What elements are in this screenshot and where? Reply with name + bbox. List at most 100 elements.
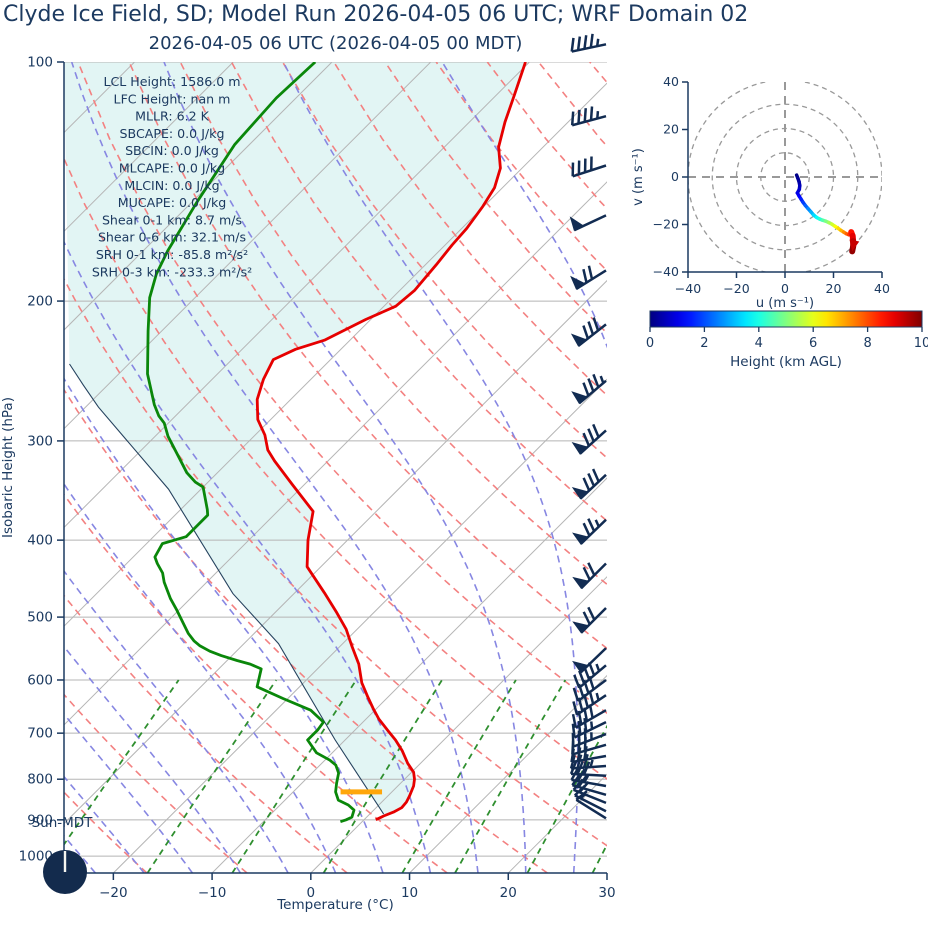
- dry-adiabat-line: [897, 62, 928, 873]
- x-tick-label: −10: [198, 885, 227, 901]
- barb-full: [588, 690, 595, 705]
- y-tick-label: 700: [27, 726, 53, 742]
- hodograph-trace: [794, 173, 860, 255]
- mixing-ratio-line: [454, 679, 567, 873]
- dry-adiabat-line: [486, 62, 607, 210]
- barb-staff: [575, 709, 607, 729]
- barb-full: [587, 518, 596, 532]
- barb-half: [599, 375, 605, 384]
- y-tick-label: 200: [27, 294, 53, 310]
- hodo-ticks: −40 −40 −20 −20 0 0 20 20 40 40: [653, 74, 890, 296]
- barb-half: [596, 111, 600, 119]
- hodo-y-axis-title: v (m s⁻¹): [631, 148, 646, 206]
- height-colorbar: 0 2 4 6 8 10 Height (km AGL): [646, 310, 928, 370]
- mixing-ratio-line: [591, 842, 607, 873]
- dry-adiabat-line: [77, 62, 607, 715]
- barb-full: [583, 158, 587, 173]
- barb-half: [590, 721, 594, 730]
- wind-barb: [571, 423, 607, 455]
- barb-full: [587, 606, 596, 621]
- barb-full: [576, 760, 584, 775]
- barb-full: [592, 317, 600, 331]
- isotherm-line: [409, 674, 607, 873]
- barb-pennant: [571, 441, 589, 455]
- barb-pennant: [570, 333, 588, 347]
- wind-barb: [572, 690, 607, 716]
- wind-barb: [572, 647, 607, 674]
- stat-line: MLCIN: 0.0 J/kg: [124, 178, 219, 193]
- barb-staff: [575, 798, 607, 820]
- wind-barb: [569, 214, 607, 232]
- barb-half: [583, 775, 590, 783]
- barb-full: [589, 106, 594, 121]
- barb-full: [576, 747, 582, 762]
- trace-arrowhead: [849, 239, 860, 252]
- barb-full: [590, 156, 593, 171]
- barb-pennant: [572, 621, 590, 634]
- wind-barb: [571, 373, 607, 405]
- mixing-ratio-line: [322, 679, 443, 873]
- barb-full: [582, 382, 590, 397]
- barb-full: [583, 108, 587, 122]
- barb-full: [571, 723, 576, 738]
- barb-full: [577, 109, 581, 124]
- barb-full: [582, 753, 589, 768]
- barb-full: [570, 767, 580, 781]
- shaded-region: [64, 62, 526, 820]
- isotherm-line: [64, 82, 607, 627]
- barb-full: [587, 562, 596, 576]
- barb-full: [571, 773, 582, 786]
- moist-adiabat-line: [64, 377, 384, 873]
- moist-adiabat-line: [64, 240, 432, 873]
- wind-barb: [572, 562, 607, 590]
- colorbar-tick-label: 8: [863, 336, 871, 351]
- dry-adiabat-line: [64, 156, 607, 780]
- y-axis-title: Isobaric Height (hPa): [0, 397, 16, 538]
- isotherm-line: [507, 773, 607, 873]
- isotherm-line: [113, 378, 607, 873]
- mixing-ratio-lines: [64, 679, 738, 873]
- isotherm-line: [64, 181, 607, 726]
- wind-barb: [570, 317, 607, 347]
- dry-adiabat-line: [692, 62, 928, 873]
- sun-clock-label: Sun-MDT: [32, 815, 94, 831]
- mixing-ratio-line: [640, 680, 738, 873]
- isotherm-line: [64, 62, 234, 232]
- barb-full: [587, 265, 594, 280]
- barb-staff: [576, 694, 607, 716]
- stat-line: Shear 0-6 km: 32.1 m/s: [98, 230, 246, 245]
- y-tick-label: 400: [27, 533, 53, 549]
- barb-half: [595, 663, 601, 672]
- barb-half: [590, 732, 593, 740]
- barb-half: [595, 692, 600, 701]
- moist-adiabat-line: [64, 482, 337, 873]
- dry-adiabat-line: [64, 693, 248, 873]
- x-tick-label: −20: [99, 885, 128, 901]
- dry-adiabat-line: [281, 62, 607, 460]
- mixing-ratio-line: [401, 679, 517, 873]
- barb-staff: [578, 664, 607, 689]
- moist-adiabat-line: [64, 775, 145, 873]
- barb-full: [582, 566, 591, 581]
- barb-pennant: [570, 275, 586, 290]
- y-tick-label: 1000: [19, 849, 53, 865]
- stat-line: SRH 0-1 km: -85.8 m²/s²: [96, 247, 248, 262]
- barb-full: [570, 748, 575, 763]
- barb-full: [582, 477, 591, 491]
- y-tick-label: 900: [27, 812, 53, 828]
- barb-full: [583, 746, 588, 761]
- dry-adiabat-line: [64, 493, 448, 873]
- barb-full: [576, 768, 586, 782]
- wind-barbs: [569, 33, 607, 820]
- colorbar-tick-label: 6: [809, 336, 817, 351]
- moist-adiabats: [64, 62, 607, 873]
- colorbar-tick-label: 2: [700, 336, 708, 351]
- parcel-profile: [69, 363, 385, 815]
- stat-line: MLLR: 6.2 K: [135, 109, 210, 124]
- isobar-gridlines: [64, 62, 607, 857]
- barb-staff: [572, 743, 607, 756]
- barb-full: [572, 778, 584, 791]
- y-tick-label: 500: [27, 610, 53, 626]
